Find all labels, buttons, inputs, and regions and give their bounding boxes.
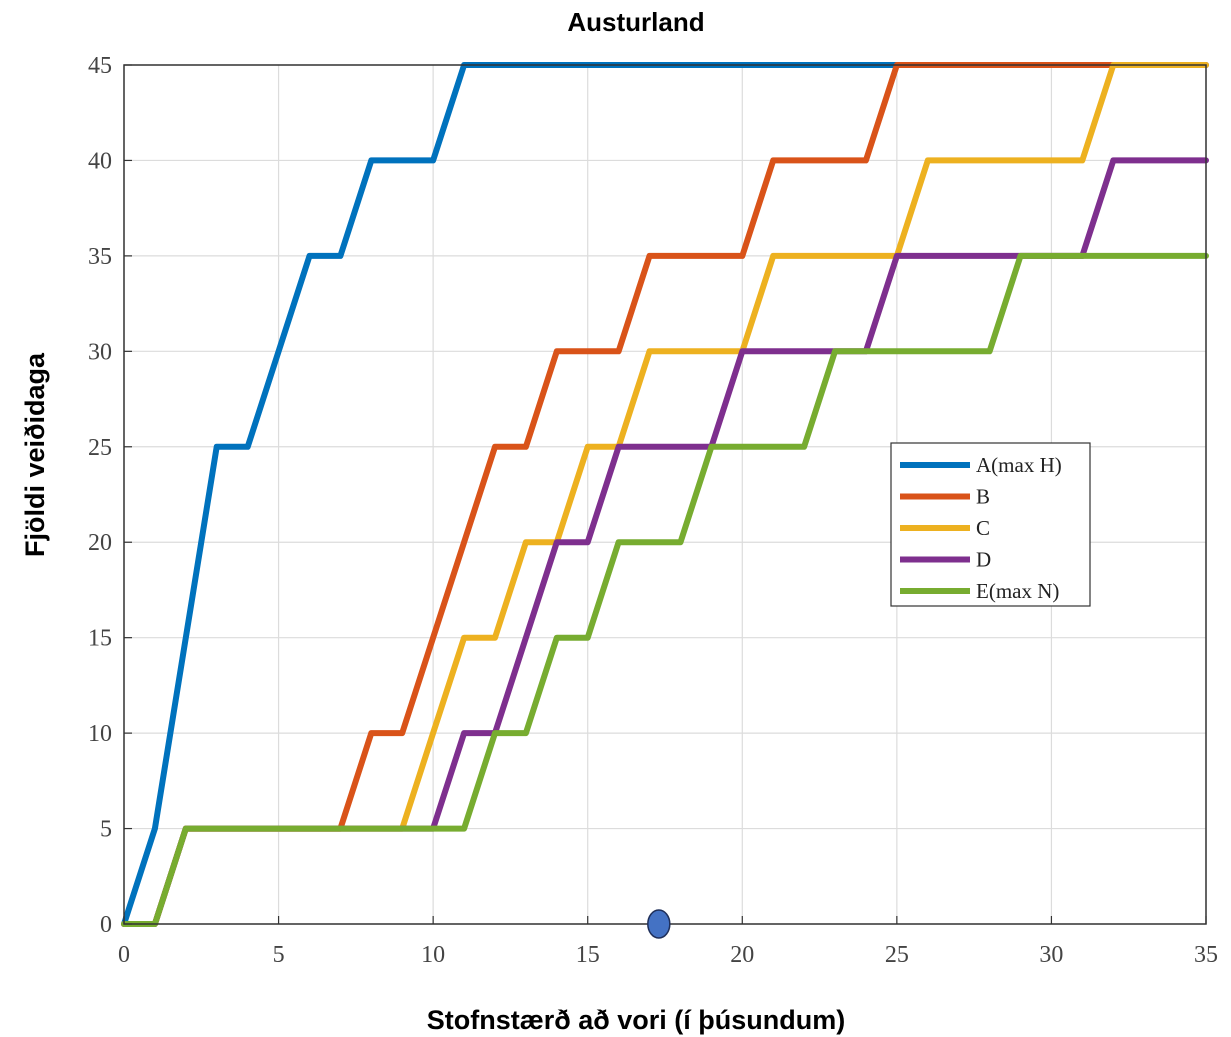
highlight-marker-dot xyxy=(647,909,671,939)
chart-title: Austurland xyxy=(567,7,704,37)
x-tick-label: 10 xyxy=(421,942,445,968)
series-line-a-max-h xyxy=(121,62,1209,927)
axis-ticks: 0 5 10 15 20 25 30 35 0 5 10 15 20 25 30 35 40 45 xyxy=(88,53,1218,968)
legend-box xyxy=(890,442,1091,607)
series-line-b xyxy=(121,62,1209,927)
y-tick-label: 20 xyxy=(88,530,112,556)
y-axis-label: Fjöldi veiðidaga xyxy=(20,352,50,557)
y-tick-label: 30 xyxy=(88,339,112,365)
x-tick-label: 35 xyxy=(1194,942,1218,968)
series-line-c xyxy=(121,62,1209,927)
y-tick-label: 45 xyxy=(88,53,112,79)
legend-label-e-max-n: E(max N) xyxy=(976,579,1059,603)
y-tick-label: 40 xyxy=(88,148,112,174)
y-tick-label: 0 xyxy=(100,912,112,938)
series-line-e-max-n xyxy=(121,252,1209,927)
legend-label-b: B xyxy=(976,485,990,509)
y-tick-label: 10 xyxy=(88,721,112,747)
y-tick-label: 15 xyxy=(88,626,112,652)
legend-label-c: C xyxy=(976,516,990,540)
y-tick-label: 25 xyxy=(88,435,112,461)
legend-label-d: D xyxy=(976,548,991,572)
legend-label-a-max-h: A(max H) xyxy=(976,453,1062,477)
x-tick-label: 5 xyxy=(273,942,285,968)
x-tick-label: 15 xyxy=(576,942,600,968)
series-line-d xyxy=(121,157,1209,927)
series-lines xyxy=(121,62,1209,927)
marker-layer xyxy=(647,909,671,939)
x-tick-label: 25 xyxy=(885,942,909,968)
y-tick-label: 5 xyxy=(100,817,112,843)
x-tick-label: 20 xyxy=(730,942,754,968)
legend: A(max H) BCD E(max N) xyxy=(890,442,1091,607)
y-tick-label: 35 xyxy=(88,244,112,270)
x-axis-label: Stofnstærð að vori (í þúsundum) xyxy=(427,1005,846,1035)
x-tick-label: 30 xyxy=(1039,942,1063,968)
x-tick-label: 0 xyxy=(118,942,130,968)
